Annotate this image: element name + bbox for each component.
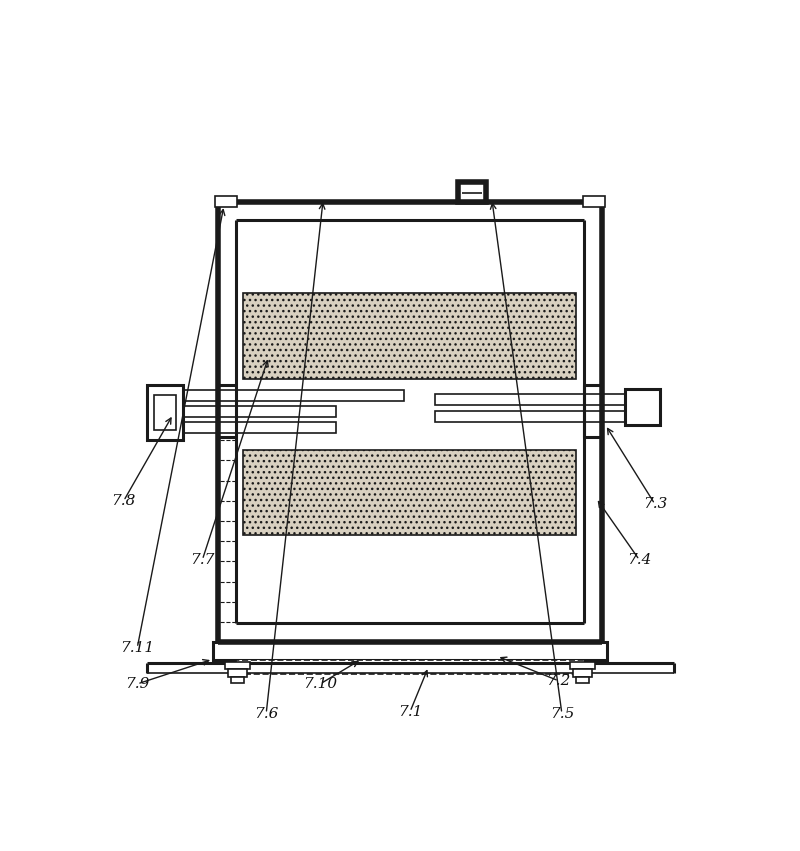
Bar bbox=[576, 677, 589, 683]
Text: 7.8: 7.8 bbox=[111, 494, 136, 508]
Bar bbox=[573, 669, 592, 677]
Bar bbox=[228, 669, 247, 677]
Bar bbox=[215, 196, 237, 207]
Text: 7.6: 7.6 bbox=[254, 706, 278, 721]
Bar bbox=[458, 182, 486, 202]
Bar bbox=[168, 390, 404, 401]
Bar bbox=[242, 449, 576, 535]
Bar bbox=[168, 406, 336, 417]
Text: 7.11: 7.11 bbox=[120, 641, 154, 655]
Text: 7.3: 7.3 bbox=[642, 497, 667, 511]
Bar bbox=[435, 394, 653, 405]
Bar bbox=[583, 196, 605, 207]
Bar bbox=[237, 660, 584, 674]
Bar bbox=[231, 677, 244, 683]
Text: 7.1: 7.1 bbox=[398, 705, 422, 719]
Text: 7.2: 7.2 bbox=[546, 674, 571, 688]
Bar bbox=[570, 661, 594, 669]
Text: 7.7: 7.7 bbox=[190, 553, 214, 567]
Bar bbox=[242, 294, 576, 379]
Bar bbox=[213, 642, 607, 660]
Text: 7.5: 7.5 bbox=[550, 706, 574, 721]
Bar bbox=[154, 395, 176, 430]
Text: 7.10: 7.10 bbox=[303, 677, 337, 691]
Bar bbox=[626, 390, 659, 426]
Bar bbox=[168, 422, 336, 433]
Text: 7.4: 7.4 bbox=[627, 553, 651, 567]
Text: 7.9: 7.9 bbox=[125, 677, 150, 691]
Bar bbox=[226, 661, 250, 669]
Bar bbox=[435, 411, 653, 422]
Bar bbox=[147, 386, 183, 440]
